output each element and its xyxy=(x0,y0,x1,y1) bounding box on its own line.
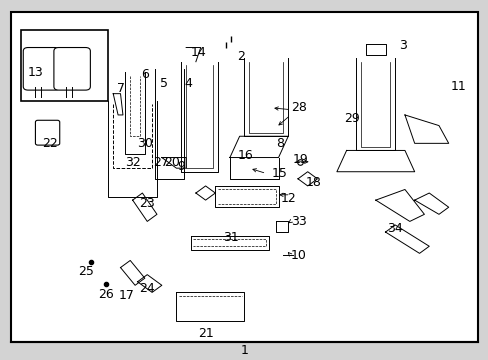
Text: 23: 23 xyxy=(139,197,155,210)
Text: 13: 13 xyxy=(28,66,44,79)
Text: 5: 5 xyxy=(160,77,168,90)
Text: 16: 16 xyxy=(237,149,252,162)
FancyBboxPatch shape xyxy=(11,12,477,342)
Text: 6: 6 xyxy=(141,68,148,81)
Text: 24: 24 xyxy=(139,282,155,295)
Text: 7: 7 xyxy=(116,82,124,95)
Text: 2: 2 xyxy=(237,50,244,63)
Text: 11: 11 xyxy=(450,80,466,93)
Text: 28: 28 xyxy=(290,102,306,114)
Text: 26: 26 xyxy=(98,288,114,301)
Text: 17: 17 xyxy=(119,289,135,302)
Text: 27: 27 xyxy=(153,156,169,169)
Text: 19: 19 xyxy=(292,153,308,166)
Text: 20: 20 xyxy=(163,156,179,169)
Text: 32: 32 xyxy=(124,156,140,169)
Text: 9: 9 xyxy=(177,160,185,173)
Text: 12: 12 xyxy=(281,192,296,205)
FancyBboxPatch shape xyxy=(21,30,108,101)
Text: 15: 15 xyxy=(271,167,286,180)
Text: 34: 34 xyxy=(386,222,402,235)
Text: 3: 3 xyxy=(398,39,406,52)
Text: 14: 14 xyxy=(191,46,206,59)
FancyBboxPatch shape xyxy=(54,48,90,90)
Text: 8: 8 xyxy=(276,137,284,150)
Text: 30: 30 xyxy=(137,137,152,150)
Text: 10: 10 xyxy=(290,249,306,262)
Text: 21: 21 xyxy=(197,327,213,340)
Text: 22: 22 xyxy=(42,137,58,150)
Text: 1: 1 xyxy=(240,345,248,357)
Text: 29: 29 xyxy=(344,112,359,125)
Text: 25: 25 xyxy=(79,265,94,278)
Text: 4: 4 xyxy=(184,77,192,90)
FancyBboxPatch shape xyxy=(35,120,60,145)
FancyBboxPatch shape xyxy=(23,48,60,90)
Text: 33: 33 xyxy=(290,215,306,228)
Text: 18: 18 xyxy=(305,176,321,189)
Text: 31: 31 xyxy=(222,231,238,244)
